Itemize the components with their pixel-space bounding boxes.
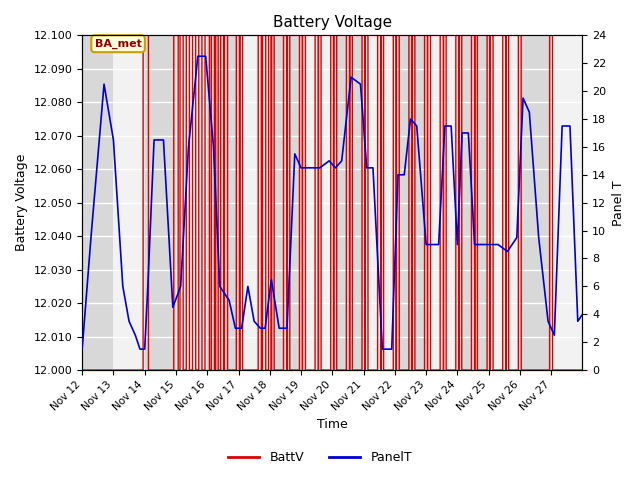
Bar	[520, 36, 551, 370]
Bar	[301, 36, 332, 370]
Bar	[176, 36, 207, 370]
Bar	[395, 36, 426, 370]
X-axis label: Time: Time	[317, 419, 348, 432]
Bar	[551, 36, 582, 370]
Bar	[207, 36, 239, 370]
Legend: BattV, PanelT: BattV, PanelT	[223, 446, 417, 469]
Text: BA_met: BA_met	[95, 38, 141, 49]
Bar	[239, 36, 270, 370]
Bar	[145, 36, 176, 370]
Bar	[426, 36, 458, 370]
Bar	[82, 36, 113, 370]
Bar	[458, 36, 489, 370]
Bar	[364, 36, 395, 370]
Bar	[332, 36, 364, 370]
Bar	[113, 36, 145, 370]
Bar	[489, 36, 520, 370]
Title: Battery Voltage: Battery Voltage	[273, 15, 392, 30]
Bar	[270, 36, 301, 370]
Y-axis label: Battery Voltage: Battery Voltage	[15, 154, 28, 252]
Y-axis label: Panel T: Panel T	[612, 180, 625, 226]
